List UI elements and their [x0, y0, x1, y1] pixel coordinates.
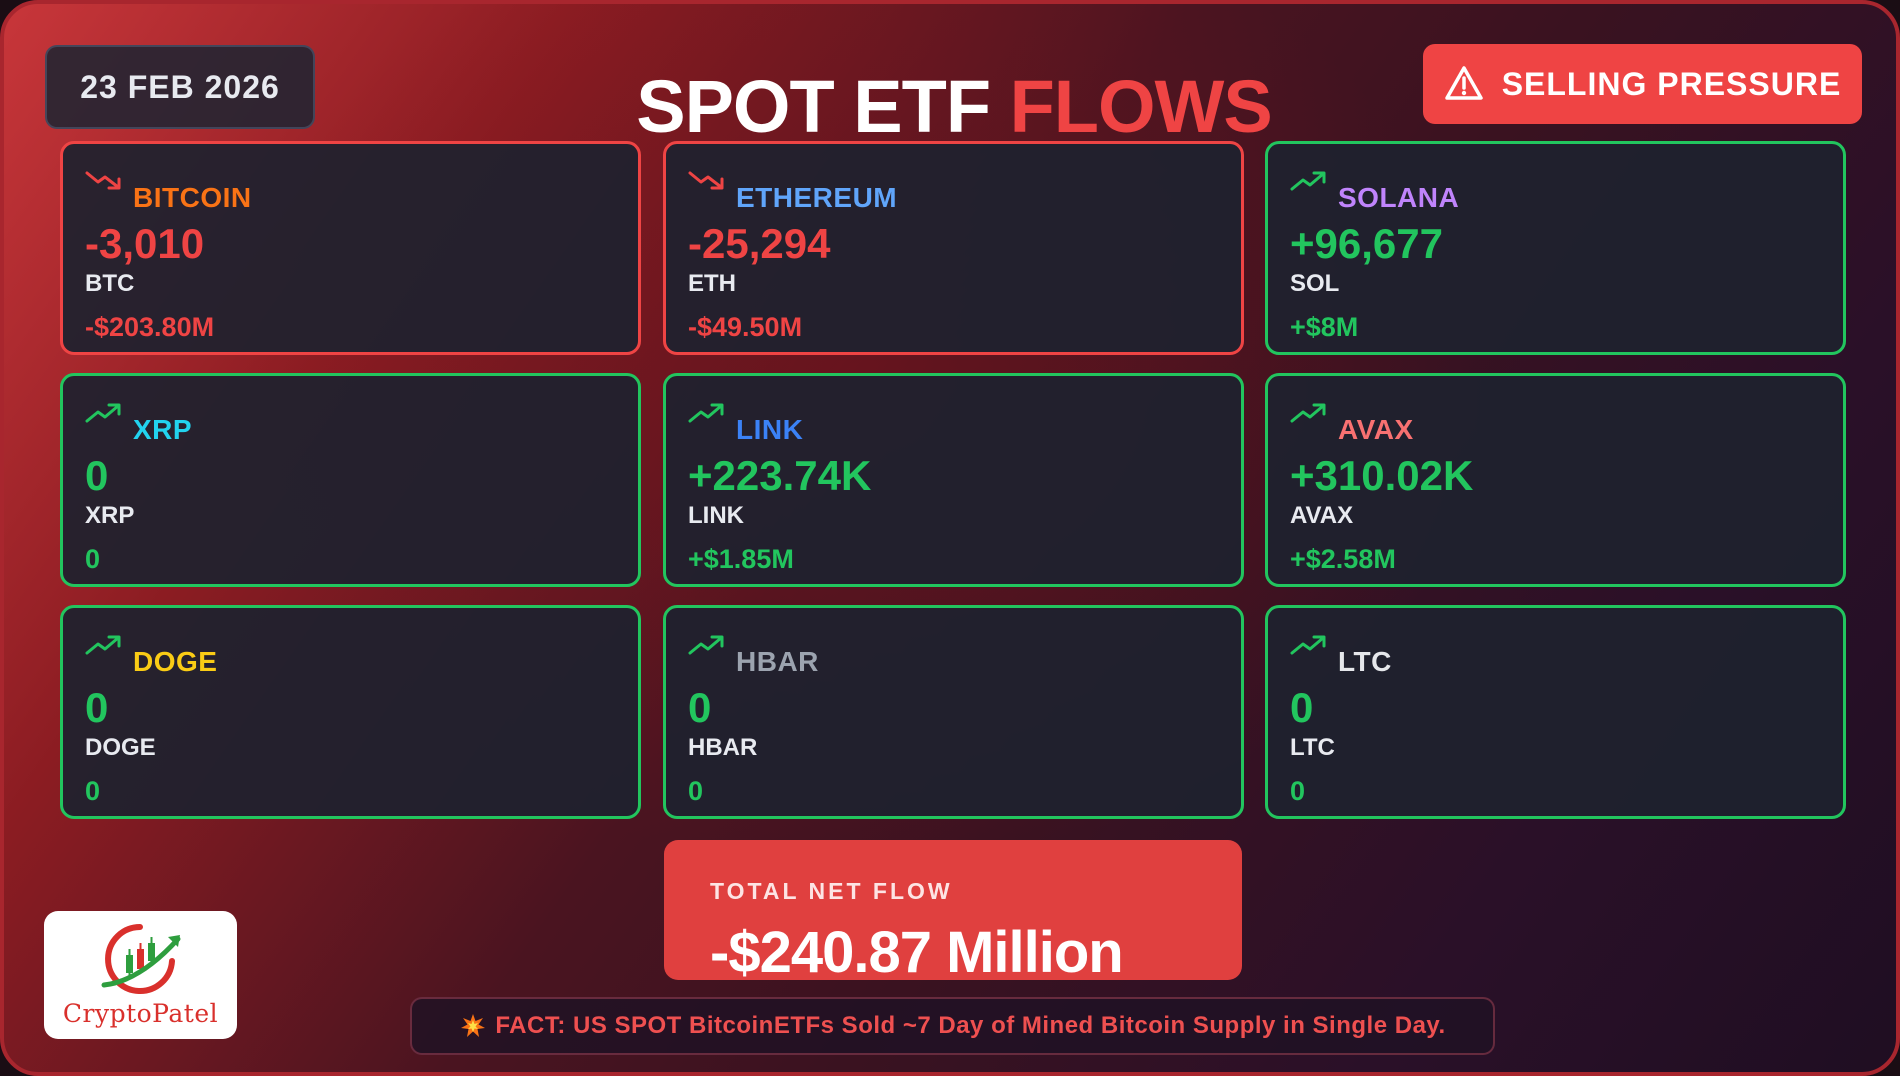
coin-name: SOLANA [1338, 182, 1460, 213]
trend-down-icon [85, 171, 121, 190]
coin-usd-flow: -$203.80M [85, 312, 215, 342]
coin-name: HBAR [736, 646, 819, 677]
card-ltc: LTC 0 LTC 0 [1265, 605, 1846, 819]
coin-name: BITCOIN [133, 182, 252, 213]
cryptopatel-logo: CryptoPatel [44, 911, 237, 1039]
coin-name: LTC [1338, 646, 1392, 677]
trend-up-icon [688, 403, 724, 423]
alert-label: SELLING PRESSURE [1501, 65, 1842, 102]
title-part-flows: FLOWS [1009, 65, 1273, 148]
card-avax: AVAX +310.02K AVAX +$2.58M [1265, 373, 1846, 587]
card-xrp: XRP 0 XRP 0 [60, 373, 641, 587]
trend-down-icon [688, 171, 724, 190]
coin-amount: 0 [1290, 684, 1314, 731]
logo-text: CryptoPatel [62, 999, 219, 1028]
coin-amount: 0 [85, 684, 109, 731]
coin-unit: HBAR [688, 734, 758, 761]
trend-up-icon [688, 635, 724, 655]
coin-unit: AVAX [1290, 502, 1354, 529]
coin-usd-flow: +$8M [1290, 312, 1359, 342]
coin-amount: 0 [688, 684, 712, 731]
total-label: TOTAL NET FLOW [710, 878, 953, 904]
card-hbar: HBAR 0 HBAR 0 [663, 605, 1244, 819]
warning-triangle-icon [1444, 66, 1483, 100]
explosion-icon [461, 1014, 486, 1037]
coin-unit: LTC [1290, 734, 1335, 761]
fact-text: FACT: US SPOT BitcoinETFs Sold ~7 Day of… [495, 1012, 1446, 1039]
card-ethereum: ETHEREUM -25,294 ETH -$49.50M [663, 141, 1244, 355]
coin-usd-flow: +$1.85M [688, 544, 794, 574]
coin-name: DOGE [133, 646, 218, 677]
card-bitcoin: BITCOIN -3,010 BTC -$203.80M [60, 141, 641, 355]
coin-amount: -25,294 [688, 220, 831, 267]
coin-amount: +310.02K [1290, 452, 1474, 499]
coin-amount: -3,010 [85, 220, 205, 267]
trend-up-icon [1290, 171, 1326, 191]
trend-up-icon [85, 635, 121, 655]
fact-banner: FACT: US SPOT BitcoinETFs Sold ~7 Day of… [410, 997, 1495, 1055]
coin-name: AVAX [1338, 414, 1414, 445]
title-part-spot-etf: SPOT ETF [636, 65, 991, 148]
trend-up-icon [85, 403, 121, 423]
coin-usd-flow: 0 [688, 776, 704, 806]
coin-unit: BTC [85, 270, 135, 297]
coin-usd-flow: 0 [1290, 776, 1306, 806]
coin-name: LINK [736, 414, 804, 445]
coin-name: ETHEREUM [736, 182, 898, 213]
card-solana: SOLANA +96,677 SOL +$8M [1265, 141, 1846, 355]
coin-unit: DOGE [85, 734, 156, 761]
coin-unit: SOL [1290, 270, 1340, 297]
coin-usd-flow: 0 [85, 544, 101, 574]
page-title: SPOT ETF FLOWS [4, 64, 1896, 149]
trend-up-icon [1290, 635, 1326, 655]
selling-pressure-badge: SELLING PRESSURE [1423, 44, 1862, 124]
coin-amount: 0 [85, 452, 109, 499]
total-net-flow-panel: TOTAL NET FLOW -$240.87 Million [664, 840, 1242, 985]
coin-amount: +223.74K [688, 452, 872, 499]
coin-unit: ETH [688, 270, 736, 297]
coin-unit: LINK [688, 502, 744, 529]
total-value: -$240.87 Million [710, 920, 1124, 985]
coin-usd-flow: -$49.50M [688, 312, 803, 342]
trend-up-icon [1290, 403, 1326, 423]
coin-unit: XRP [85, 502, 135, 529]
coin-name: XRP [133, 414, 193, 445]
card-link: LINK +223.74K LINK +$1.85M [663, 373, 1244, 587]
coin-amount: +96,677 [1290, 220, 1443, 267]
date-text: 23 FEB 2026 [80, 68, 280, 105]
logo-emblem-icon [101, 924, 181, 994]
coin-usd-flow: +$2.58M [1290, 544, 1396, 574]
coin-usd-flow: 0 [85, 776, 101, 806]
date-badge: 23 FEB 2026 [45, 45, 315, 129]
card-doge: DOGE 0 DOGE 0 [60, 605, 641, 819]
